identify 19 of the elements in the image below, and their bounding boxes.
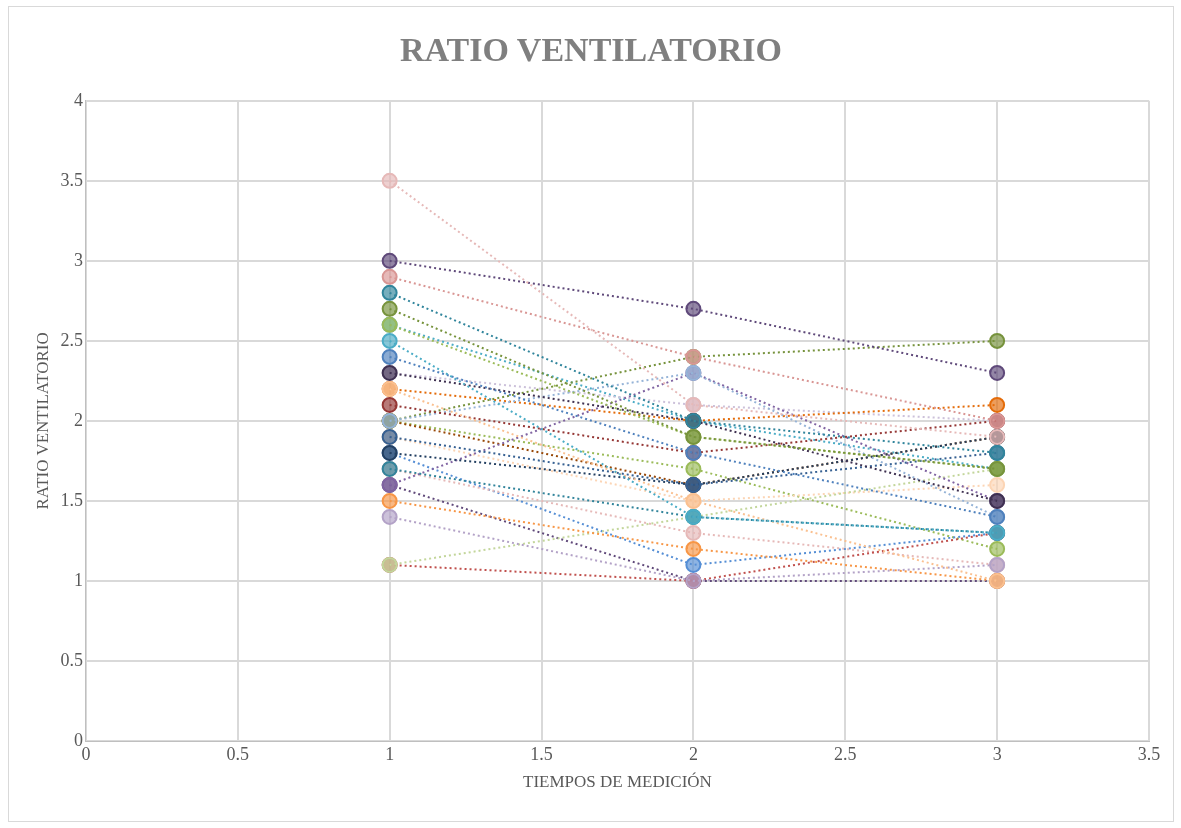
x-tick-label: 1: [385, 743, 395, 764]
x-tick-label: 2.5: [834, 743, 857, 764]
y-tick-label: 3: [73, 249, 83, 270]
y-tick-label: 1: [73, 569, 83, 590]
y-tick-label: 3.5: [60, 169, 83, 190]
y-tick-label: 0: [73, 729, 83, 750]
y-tick-label: 1.5: [60, 489, 83, 510]
x-tick-label: 2: [688, 743, 698, 764]
y-tick-label: 2: [73, 409, 83, 430]
y-tick-label: 0.5: [60, 649, 83, 670]
x-tick-label: 3: [992, 743, 1002, 764]
y-tick-label: 2.5: [60, 329, 83, 350]
x-tick-label: 1.5: [530, 743, 553, 764]
y-axis-title: RATIO VENTILATORIO: [32, 332, 52, 510]
x-axis-title: TIEMPOS DE MEDICIÓN: [523, 772, 712, 792]
x-tick-label: 0.5: [226, 743, 250, 764]
y-tick-label: 4: [73, 89, 83, 110]
x-tick-label: 3.5: [1137, 743, 1161, 764]
chart-title: RATIO VENTILATORIO: [399, 31, 783, 69]
